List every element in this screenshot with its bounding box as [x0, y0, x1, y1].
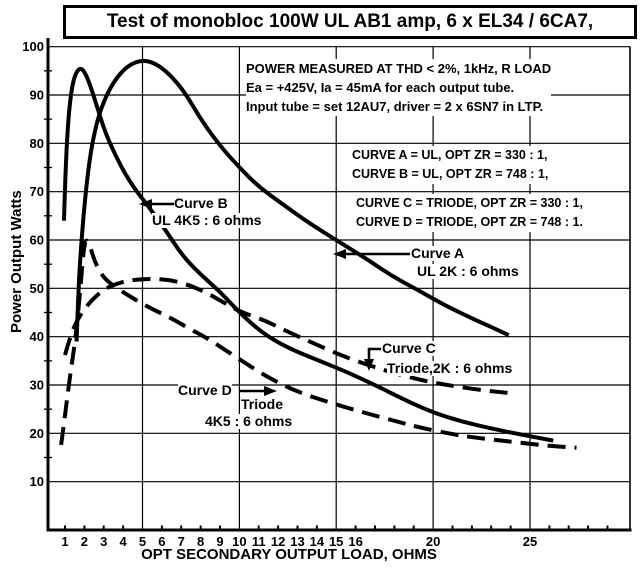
chart-title: Test of monobloc 100W UL AB1 amp, 6 x EL… — [63, 5, 637, 39]
legend-curve-b: CURVE B = UL, OPT ZR = 748 : 1, — [352, 167, 549, 181]
y-tick-label-80: 80 — [30, 136, 44, 151]
curve-d-sublabel2: 4K5 : 6 ohms — [205, 413, 293, 429]
x-axis-title: OPT SECONDARY OUTPUT LOAD, OHMS — [141, 546, 437, 563]
y-tick-label-100: 100 — [22, 39, 44, 54]
y-tick-label-50: 50 — [30, 281, 44, 296]
y-axis-title: Power Output Watts — [8, 190, 25, 333]
y-tick-label-90: 90 — [30, 88, 44, 103]
arrow-head-curve-b — [139, 199, 152, 209]
curve-b-label: Curve B — [174, 195, 228, 211]
x-tick-label-20: 20 — [426, 534, 440, 549]
curve-d-sublabel: Triode — [241, 396, 284, 412]
x-tick-label-9: 9 — [216, 534, 223, 549]
legend-curve-d: CURVE D = TRIODE, OPT ZR = 748 : 1. — [356, 215, 583, 229]
y-tick-label-30: 30 — [30, 378, 44, 393]
curve-path-curve-d — [59, 238, 577, 450]
legend-curves-cd: CURVE C = TRIODE, OPT ZR = 330 : 1, CURV… — [356, 194, 583, 232]
curve-a-sublabel: UL 2K : 6 ohms — [417, 263, 519, 279]
x-tick-label-8: 8 — [197, 534, 204, 549]
x-tick-label-7: 7 — [178, 534, 185, 549]
x-tick-label-11: 11 — [252, 534, 266, 549]
annotation-line-2: Ea = +425V, Ia = 45mA for each output tu… — [246, 80, 515, 95]
arrow-head-curve-d — [264, 386, 277, 396]
curve-b-sublabel: UL 4K5 : 6 ohms — [152, 212, 262, 228]
y-tick-label-40: 40 — [30, 329, 44, 344]
legend-curves-ab: CURVE A = UL, OPT ZR = 330 : 1, CURVE B … — [352, 146, 549, 184]
x-tick-label-13: 13 — [290, 534, 304, 549]
annotation-line-1: POWER MEASURED AT THD < 2%, 1kHz, R LOAD — [246, 61, 552, 76]
x-tick-label-1: 1 — [61, 534, 68, 549]
x-tick-label-5: 5 — [139, 534, 146, 549]
x-tick-label-4: 4 — [119, 534, 127, 549]
curve-a-label: Curve A — [411, 245, 465, 261]
y-tick-label-10: 10 — [30, 474, 44, 489]
legend-curve-a: CURVE A = UL, OPT ZR = 330 : 1, — [352, 148, 548, 162]
x-tick-label-2: 2 — [81, 534, 88, 549]
curve-path-curve-b — [62, 66, 554, 443]
y-tick-label-20: 20 — [30, 426, 44, 441]
curve-d-label: Curve D — [178, 382, 232, 398]
x-tick-label-3: 3 — [100, 534, 107, 549]
annotation-line-3: Input tube = set 12AU7, driver = 2 x 6SN… — [246, 99, 544, 114]
arrow-line-curve-c — [367, 347, 381, 360]
y-tick-label-70: 70 — [30, 184, 44, 199]
arrow-head-curve-c — [364, 359, 374, 371]
arrow-head-curve-a — [333, 249, 346, 259]
measurement-conditions: POWER MEASURED AT THD < 2%, 1kHz, R LOAD… — [246, 59, 552, 116]
x-tick-label-12: 12 — [271, 534, 285, 549]
curve-path-curve-a — [74, 58, 510, 342]
x-tick-label-16: 16 — [348, 534, 362, 549]
x-tick-label-15: 15 — [329, 534, 343, 549]
curve-c-sublabel: Triode,2K : 6 ohms — [387, 360, 513, 376]
y-tick-label-60: 60 — [30, 233, 44, 248]
x-tick-label-14: 14 — [310, 534, 325, 549]
x-tick-label-10: 10 — [232, 534, 246, 549]
curve-c-label: Curve C — [382, 340, 436, 356]
x-tick-label-6: 6 — [158, 534, 165, 549]
x-tick-label-25: 25 — [523, 534, 537, 549]
legend-curve-c: CURVE C = TRIODE, OPT ZR = 330 : 1, — [356, 196, 583, 210]
